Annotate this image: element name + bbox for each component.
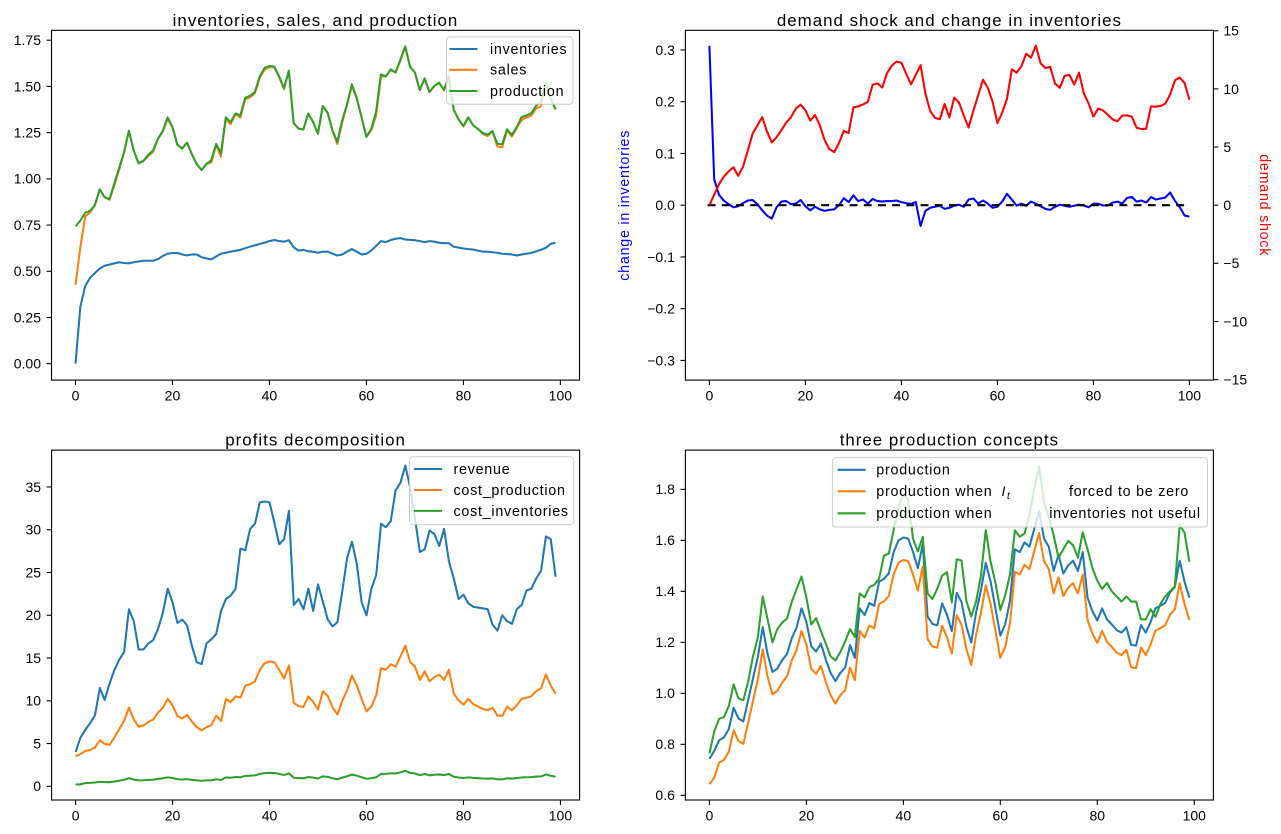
svg-text:inventories, sales, and produc: inventories, sales, and production [173, 11, 459, 30]
svg-text:20: 20 [165, 807, 181, 823]
svg-text:profits decomposition: profits decomposition [225, 431, 406, 450]
svg-text:1.8: 1.8 [655, 481, 675, 497]
svg-text:0.3: 0.3 [655, 42, 675, 58]
svg-text:40: 40 [896, 807, 912, 823]
svg-text:I: I [1002, 483, 1006, 499]
svg-text:80: 80 [1086, 388, 1102, 404]
svg-text:15: 15 [26, 650, 42, 666]
svg-text:1.4: 1.4 [655, 583, 675, 599]
svg-text:0: 0 [72, 807, 80, 823]
svg-text:production: production [490, 84, 564, 100]
svg-text:0.0: 0.0 [655, 197, 675, 213]
svg-text:1.0: 1.0 [655, 685, 675, 701]
svg-text:0: 0 [72, 388, 80, 404]
svg-text:−5: −5 [1223, 255, 1239, 271]
svg-text:20: 20 [165, 388, 181, 404]
svg-text:1.2: 1.2 [655, 634, 675, 650]
svg-text:60: 60 [993, 807, 1009, 823]
svg-text:15: 15 [1223, 23, 1239, 39]
svg-text:0.2: 0.2 [655, 94, 675, 110]
svg-text:80: 80 [1089, 807, 1105, 823]
svg-text:5: 5 [33, 735, 41, 751]
svg-text:25: 25 [26, 564, 42, 580]
svg-text:0.6: 0.6 [655, 787, 675, 803]
svg-text:100: 100 [549, 388, 573, 404]
svg-text:35: 35 [26, 479, 42, 495]
svg-text:0.1: 0.1 [655, 145, 675, 161]
svg-text:100: 100 [1178, 388, 1202, 404]
svg-text:20: 20 [798, 388, 814, 404]
svg-text:60: 60 [990, 388, 1006, 404]
svg-text:cost_inventories: cost_inventories [454, 504, 569, 520]
svg-text:−0.1: −0.1 [647, 249, 675, 265]
svg-text:−15: −15 [1223, 371, 1247, 387]
svg-text:0.8: 0.8 [655, 736, 675, 752]
svg-text:1.6: 1.6 [655, 532, 675, 548]
svg-text:30: 30 [26, 522, 42, 538]
svg-text:1.25: 1.25 [14, 124, 41, 140]
svg-text:100: 100 [549, 807, 573, 823]
svg-text:20: 20 [26, 607, 42, 623]
svg-text:−10: −10 [1223, 313, 1247, 329]
svg-text:80: 80 [456, 388, 472, 404]
svg-text:t: t [1007, 491, 1011, 502]
svg-text:inventories not useful: inventories not useful [1049, 506, 1201, 522]
svg-text:0.50: 0.50 [14, 263, 41, 279]
svg-text:60: 60 [359, 807, 375, 823]
svg-text:10: 10 [26, 693, 42, 709]
svg-text:80: 80 [456, 807, 472, 823]
svg-text:1.00: 1.00 [14, 171, 41, 187]
svg-text:40: 40 [262, 807, 278, 823]
svg-text:0: 0 [1223, 197, 1231, 213]
svg-text:0.00: 0.00 [14, 356, 41, 372]
svg-text:cost_production: cost_production [454, 483, 566, 499]
svg-text:inventories: inventories [490, 42, 567, 58]
svg-text:production: production [876, 463, 950, 479]
svg-text:100: 100 [1183, 807, 1207, 823]
svg-text:−0.3: −0.3 [647, 352, 675, 368]
svg-text:10: 10 [1223, 81, 1239, 97]
svg-text:0.75: 0.75 [14, 217, 41, 233]
svg-text:0.25: 0.25 [14, 309, 41, 325]
svg-text:0: 0 [706, 807, 714, 823]
svg-text:−0.2: −0.2 [647, 301, 675, 317]
svg-text:5: 5 [1223, 139, 1231, 155]
svg-text:production when: production when [876, 506, 992, 522]
svg-text:40: 40 [894, 388, 910, 404]
svg-text:forced to be zero: forced to be zero [1069, 484, 1189, 500]
svg-text:demand shock: demand shock [1256, 154, 1272, 256]
svg-text:1.50: 1.50 [14, 78, 41, 94]
svg-text:20: 20 [799, 807, 815, 823]
svg-text:change in inventories: change in inventories [617, 130, 633, 281]
svg-text:demand shock and change in inv: demand shock and change in inventories [777, 11, 1122, 30]
svg-text:sales: sales [490, 63, 527, 79]
svg-text:40: 40 [262, 388, 278, 404]
svg-text:0: 0 [706, 388, 714, 404]
svg-text:0: 0 [33, 778, 41, 794]
svg-text:1.75: 1.75 [14, 32, 41, 48]
svg-text:revenue: revenue [454, 462, 511, 478]
svg-text:production when: production when [876, 484, 992, 500]
svg-text:three production concepts: three production concepts [840, 431, 1059, 450]
svg-text:60: 60 [359, 388, 375, 404]
